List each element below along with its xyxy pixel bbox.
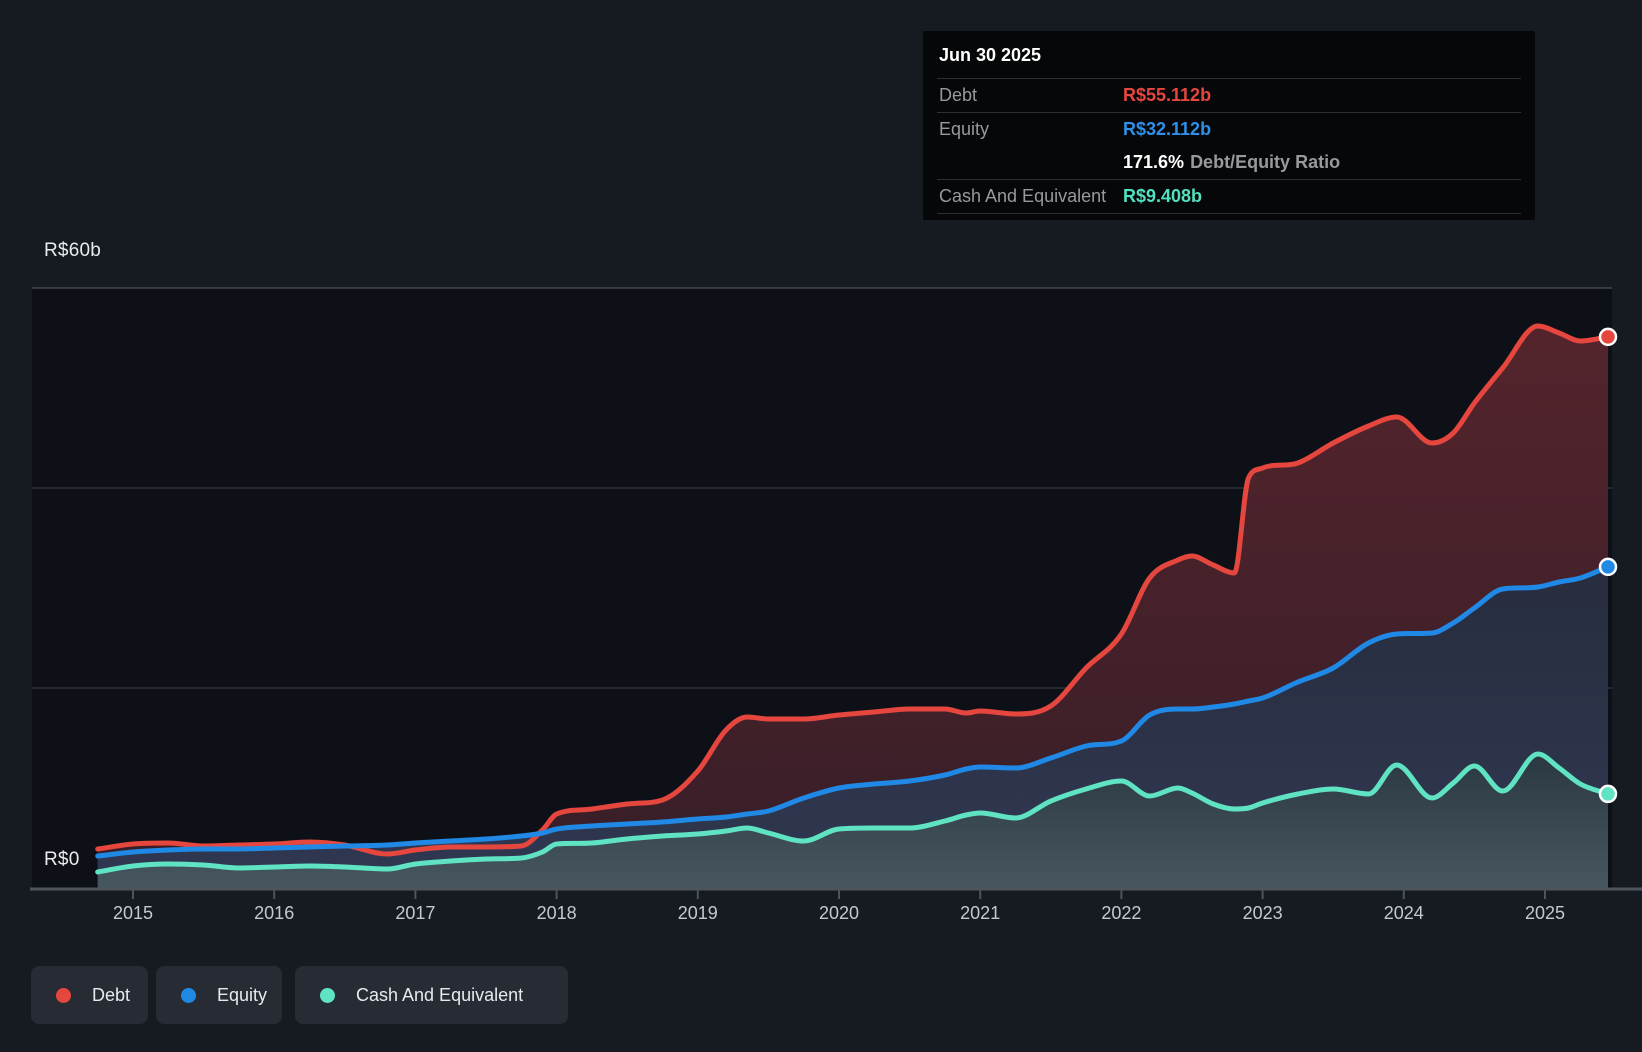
line-cash-and-equivalent: [95, 751, 1611, 875]
tooltip-row-equity: Equity R$32.112b: [923, 113, 1535, 146]
x-axis-label-2015: 2015: [112, 903, 154, 923]
x-axis-labels: 2015 2016 2017 2018 2019 2020 2021 2022 2023 2024…: [0, 903, 1642, 929]
x-axis-label-2017: 2017: [395, 903, 436, 923]
x-axis-label-2023: 2023: [1242, 903, 1283, 923]
x-axis-label-2024: 2024: [1383, 903, 1424, 923]
chart-legend: Debt Equity Cash And Equivalent: [0, 966, 1642, 1026]
legend-item-cash[interactable]: Cash And Equivalent: [295, 966, 568, 1024]
line-debt: [95, 323, 1611, 857]
divider: [937, 112, 1521, 113]
tooltip-ratio-label: Debt/Equity Ratio: [1190, 152, 1341, 172]
legend-cash-label: Cash And Equivalent: [356, 984, 524, 1005]
tooltip-row-cash: Cash And Equivalent R$9.408b: [923, 180, 1535, 213]
x-axis-label-2020: 2020: [818, 903, 860, 923]
end-marker-equity: [1598, 557, 1618, 577]
equity-series-dot-icon: [181, 987, 196, 1003]
divider: [937, 179, 1521, 180]
area-cash-and-equivalent: [97, 754, 1609, 889]
debt-series-dot-icon: [56, 987, 71, 1003]
tooltip-cash-label: Cash And Equivalent: [939, 186, 1107, 206]
x-axis-label-2016: 2016: [254, 903, 295, 923]
x-axis-label-2018: 2018: [536, 903, 577, 923]
x-axis-label-2025: 2025: [1524, 903, 1566, 923]
tooltip-debt-label: Debt: [939, 85, 978, 105]
chart-tooltip: Jun 30 2025 Debt R$55.112b Equity R$32.1…: [923, 31, 1535, 220]
y-axis-label-60b: R$60b: [44, 240, 101, 261]
tooltip-debt-value: R$55.112b: [1123, 85, 1212, 105]
end-marker-debt: [1598, 327, 1618, 347]
tooltip-equity-label: Equity: [939, 119, 990, 139]
tooltip-cash-value: R$9.408b: [1123, 186, 1203, 206]
x-axis-label-2021: 2021: [960, 903, 1001, 923]
legend-item-debt[interactable]: Debt: [31, 966, 148, 1024]
end-marker-cash-and-equivalent: [1598, 784, 1618, 804]
tooltip-ratio-value: 171.6%: [1123, 152, 1185, 172]
tooltip-date: Jun 30 2025: [939, 45, 1042, 65]
line-equity: [95, 564, 1611, 859]
x-axis-label-2022: 2022: [1101, 903, 1142, 923]
tooltip-row-debt: Debt R$55.112b: [923, 79, 1535, 112]
legend-item-equity[interactable]: Equity: [156, 966, 282, 1024]
tooltip-ratio: 171.6% Debt/Equity Ratio: [1123, 152, 1340, 173]
divider: [937, 78, 1521, 79]
y-axis-label-0: R$0: [44, 849, 80, 870]
tooltip-row-ratio: 171.6% Debt/Equity Ratio: [923, 146, 1535, 179]
divider: [937, 213, 1521, 214]
cash-series-dot-icon: [320, 987, 335, 1003]
legend-debt-label: Debt: [92, 984, 131, 1005]
tooltip-equity-value: R$32.112b: [1123, 119, 1212, 139]
legend-equity-label: Equity: [217, 984, 268, 1005]
x-axis-label-2019: 2019: [677, 903, 718, 923]
